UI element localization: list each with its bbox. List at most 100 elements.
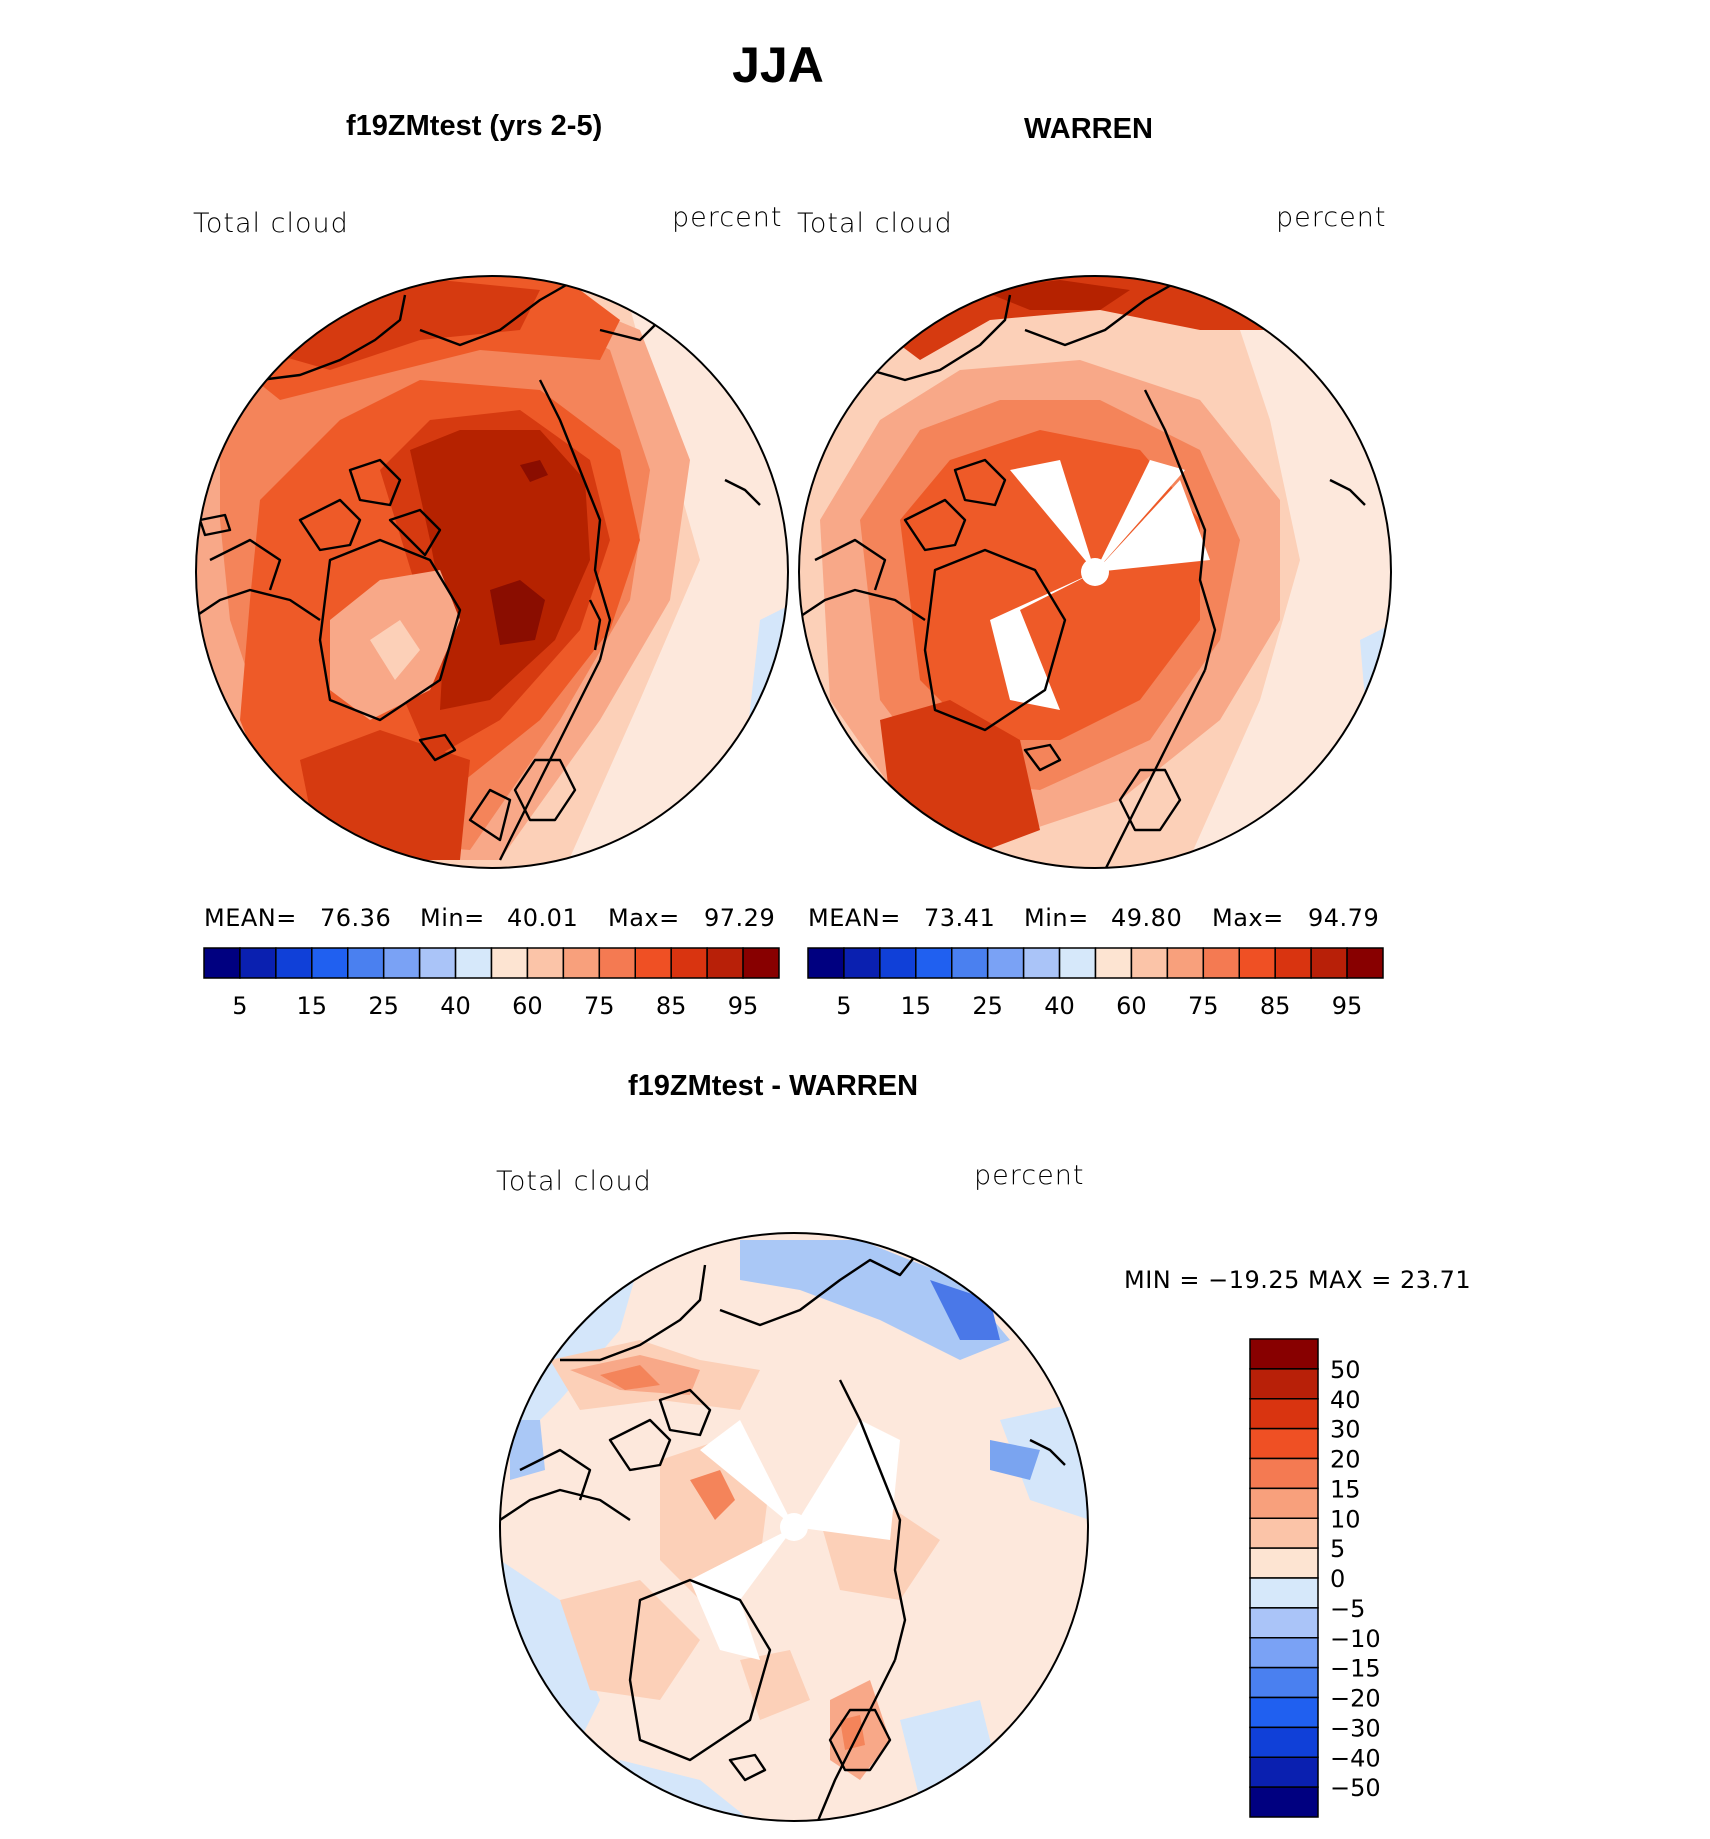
colorbar-swatch [706,947,744,979]
colorbar-swatch [1249,1398,1319,1430]
colorbar-swatch [1249,1726,1319,1758]
colorbar-swatch [1249,1487,1319,1519]
colorbar-swatch [1202,947,1240,979]
colorbar-swatch [1130,947,1169,979]
colorbar-tick-label: 60 [512,992,543,1020]
colorbar-swatch [1249,1457,1319,1490]
colorbar-tick-label: −10 [1330,1625,1381,1653]
colorbar-tick-label: −5 [1330,1595,1365,1623]
polar-map-diff [499,1232,1089,1822]
max-value: 94.79 [1308,904,1380,932]
mean-label: MEAN= [204,904,297,932]
colorbar-tick-label: −50 [1330,1774,1381,1802]
colorbar-swatch [634,947,672,979]
colorbar-swatch [1249,1427,1319,1460]
colorbar-swatch [1249,1517,1319,1549]
colorbar-swatch [418,947,457,979]
colorbar-tick-label: 85 [656,992,687,1020]
colorbar-swatch [275,947,313,979]
colorbar-swatch [1274,947,1312,979]
units-label-model: percent [672,202,783,233]
colorbar-swatch [347,947,385,979]
mean-value: 73.41 [924,904,996,932]
colorbar-swatch [915,947,953,979]
colorbar-swatch [1310,947,1348,979]
colorbar-tick-label: 15 [901,992,932,1020]
colorbar-swatch [311,947,349,979]
variable-label-obs: Total cloud [797,208,953,239]
stats-diff: MIN = −19.25 MAX = 23.71 [1124,1266,1472,1294]
mean-value: 76.36 [320,904,392,932]
colorbar-tick-label: 0 [1330,1565,1345,1593]
max-label: Max= [608,904,680,932]
min-label: Min= [420,904,485,932]
colorbar-tick-label: 30 [1330,1416,1361,1444]
colorbar-tick-label: 75 [584,992,615,1020]
colorbar-tick-label: −20 [1330,1685,1381,1713]
variable-label-diff: Total cloud [496,1166,652,1197]
min-value: 40.01 [507,904,579,932]
colorbar-tick-label: 25 [972,992,1003,1020]
panel-title-diff: f19ZMtest - WARREN [628,1070,919,1102]
colorbar-swatch [1249,1338,1319,1370]
units-label-obs: percent [1276,202,1387,233]
colorbar-swatch [879,947,917,979]
colorbar-tick-label: −40 [1330,1744,1381,1772]
colorbar-swatch [1249,1637,1319,1669]
colorbar-swatch [1166,947,1205,979]
colorbar-swatch [1249,1756,1319,1788]
colorbar-swatch [1238,947,1276,979]
colorbar-swatch [454,947,493,979]
colorbar-swatch [203,947,241,979]
colorbar-swatch [598,947,636,979]
colorbar-tick-label: 60 [1116,992,1147,1020]
colorbar-swatch [1346,947,1384,979]
colorbar-model: 5 15 25 40 60 75 85 95 [203,947,780,1020]
colorbar-tick-label: −30 [1330,1714,1381,1742]
colorbar-obs: 5 15 25 40 60 75 85 95 [807,947,1384,1020]
colorbar-tick-label: 40 [1044,992,1075,1020]
max-value: 97.29 [704,904,776,932]
colorbar-tick-label: 15 [297,992,328,1020]
figure-title: JJA [732,37,824,93]
colorbar-swatch [1058,947,1097,979]
colorbar-swatch [807,947,845,979]
colorbar-tick-label: −15 [1330,1655,1381,1683]
colorbar-swatch [1249,1607,1319,1639]
colorbar-tick-label: 75 [1188,992,1219,1020]
units-label-diff: percent [974,1160,1085,1191]
colorbar-swatch [1249,1696,1319,1729]
colorbar-tick-label: 40 [1330,1386,1361,1414]
colorbar-tick-label: 15 [1330,1475,1361,1503]
variable-label-model: Total cloud [193,208,349,239]
colorbar-swatch [843,947,881,979]
colorbar-swatch [951,947,989,979]
colorbar-tick-label: 85 [1260,992,1291,1020]
max-label: Max= [1212,904,1284,932]
polar-map-obs [798,275,1392,869]
colorbar-swatch [526,947,565,979]
colorbar-swatch [1249,1666,1319,1699]
panel-title-model: f19ZMtest (yrs 2-5) [346,110,603,142]
colorbar-swatch [490,947,529,979]
colorbar-swatch [1249,1577,1319,1609]
colorbar-tick-label: 40 [440,992,471,1020]
colorbar-tick-label: 95 [1332,992,1363,1020]
min-label: Min= [1024,904,1089,932]
colorbar-swatch [1094,947,1133,979]
colorbar-swatch [1249,1547,1319,1579]
colorbar-swatch [1249,1368,1319,1400]
colorbar-tick-label: 10 [1330,1505,1361,1533]
mean-label: MEAN= [808,904,901,932]
colorbar-tick-label: 50 [1330,1356,1361,1384]
colorbar-swatch [1249,1786,1319,1818]
colorbar-swatch [742,947,780,979]
colorbar-tick-label: 25 [368,992,399,1020]
colorbar-swatch [670,947,708,979]
colorbar-tick-label: 5 [1330,1535,1345,1563]
colorbar-tick-label: 5 [232,992,247,1020]
polar-map-model [195,275,789,869]
panel-title-obs: WARREN [1024,113,1153,145]
